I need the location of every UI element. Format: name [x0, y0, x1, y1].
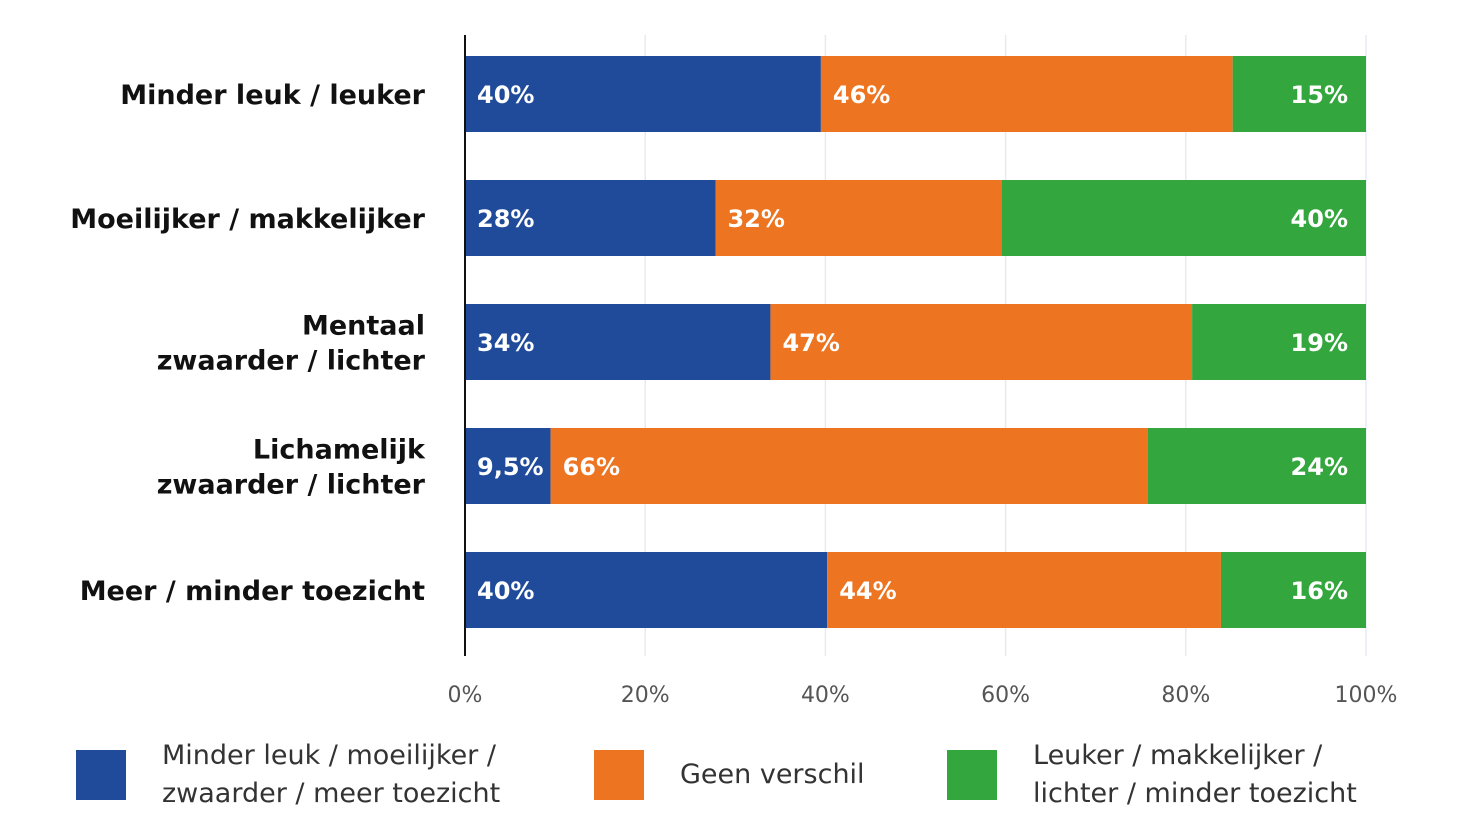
bar-segment [1001, 180, 1366, 256]
x-tick-label: 80% [1161, 683, 1210, 708]
data-label: 19% [1291, 329, 1348, 357]
data-label: 34% [477, 329, 534, 357]
bar-segment [1147, 428, 1366, 504]
x-tick-labels: 0% 20% 40% 60% 80% 100% [448, 683, 1398, 708]
x-tick-label: 100% [1335, 683, 1398, 708]
data-label: 40% [477, 577, 534, 605]
legend-label-line: Geen verschil [680, 759, 865, 790]
bar-segment [465, 304, 771, 380]
category-label: Meer / minder toezicht [80, 576, 425, 607]
data-label: 24% [1291, 453, 1348, 481]
bar-segment [1232, 56, 1366, 132]
data-label: 32% [727, 205, 784, 233]
legend-swatch [76, 750, 126, 800]
data-label: 44% [839, 577, 896, 605]
legend-label-line: Minder leuk / moeilijker / [162, 740, 496, 771]
data-label: 40% [477, 81, 534, 109]
legend: Minder leuk / moeilijker / zwaarder / mee… [0, 735, 1484, 825]
category-label: Minder leuk / leuker [120, 80, 425, 111]
legend-label: Geen verschil [680, 756, 865, 794]
legend-item: Minder leuk / moeilijker / zwaarder / mee… [76, 735, 500, 815]
legend-label: Leuker / makkelijker / lichter / minder t… [1033, 737, 1357, 813]
legend-item: Geen verschil [594, 735, 865, 815]
legend-label: Minder leuk / moeilijker / zwaarder / mee… [162, 737, 500, 813]
category-label: Lichamelijk [253, 435, 426, 466]
legend-label-line: lichter / minder toezicht [1033, 778, 1357, 809]
legend-label-line: zwaarder / meer toezicht [162, 778, 501, 809]
bar-segment [770, 304, 1193, 380]
category-label: zwaarder / lichter [157, 470, 426, 501]
category-label: zwaarder / lichter [157, 346, 426, 377]
stacked-bar-chart: 40% 46% 15% 28% 32% 40% 34% 47% 19% 9,5% 66% 24% 40%… [70, 35, 1398, 708]
bar-segment [465, 428, 551, 504]
data-label: 47% [782, 329, 839, 357]
bar-segment [1220, 552, 1366, 628]
bar-segment [465, 180, 716, 256]
category-label: Mentaal [302, 311, 425, 342]
data-label: 16% [1291, 577, 1348, 605]
legend-swatch [594, 750, 644, 800]
bar-segment [550, 428, 1148, 504]
data-label: 9,5% [477, 453, 544, 481]
data-label: 28% [477, 205, 534, 233]
bars: 40% 46% 15% 28% 32% 40% 34% 47% 19% 9,5% 66% 24% 40%… [465, 56, 1366, 628]
legend-label-line: Leuker / makkelijker / [1033, 740, 1323, 771]
data-label: 66% [563, 453, 620, 481]
bar-segment [465, 56, 821, 132]
legend-swatch [947, 750, 997, 800]
bar-segment [465, 552, 828, 628]
bar-segment [715, 180, 1002, 256]
data-label: 46% [833, 81, 890, 109]
x-tick-label: 20% [621, 683, 670, 708]
bar-segment [827, 552, 1221, 628]
data-label: 15% [1291, 81, 1348, 109]
x-tick-label: 40% [801, 683, 850, 708]
category-label: Moeilijker / makkelijker [70, 204, 425, 235]
x-tick-label: 0% [448, 683, 483, 708]
bar-segment [820, 56, 1233, 132]
data-label: 40% [1291, 205, 1348, 233]
category-labels: Minder leuk / leuker Moeilijker / makkeli… [70, 80, 426, 607]
legend-item: Leuker / makkelijker / lichter / minder t… [947, 735, 1357, 815]
bar-segment [1192, 304, 1366, 380]
x-tick-label: 60% [981, 683, 1030, 708]
